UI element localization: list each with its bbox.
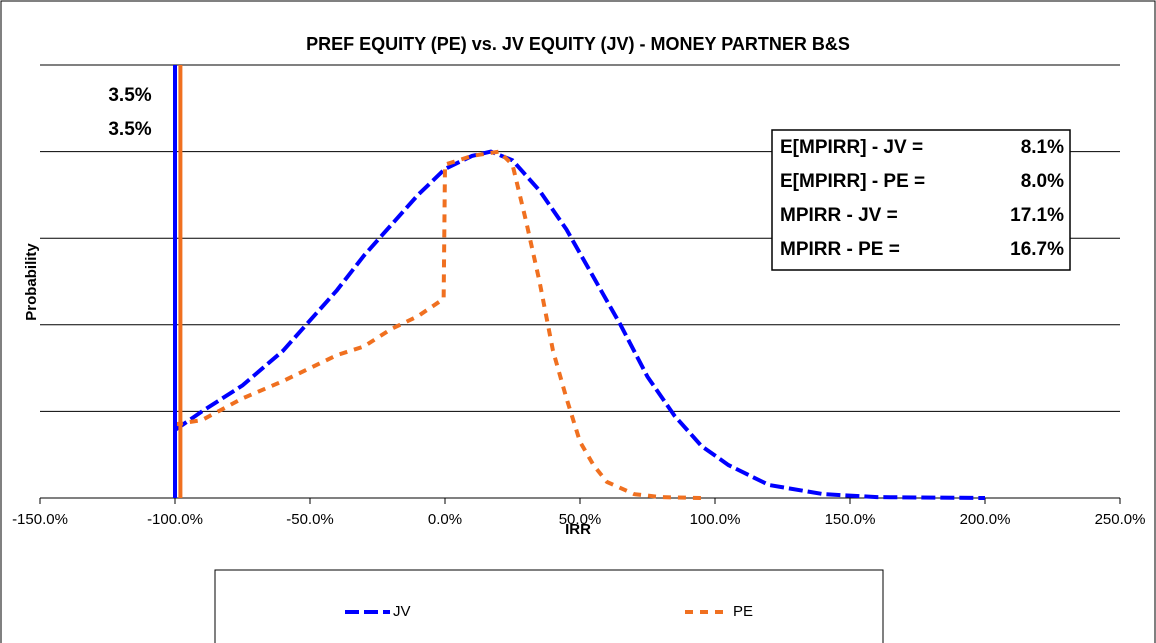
line-series	[174, 149, 702, 500]
stats-label: E[MPIRR] - JV =	[780, 137, 923, 158]
legend-box	[214, 569, 884, 643]
legend-label: JV	[393, 603, 411, 620]
line-series	[173, 149, 986, 500]
stats-label: MPIRR - JV =	[780, 205, 898, 226]
legend-label: PE	[733, 603, 753, 620]
x-tick-label: 250.0%	[1095, 511, 1146, 528]
stats-box	[771, 129, 1071, 271]
y-axis-label: Probability	[23, 243, 40, 321]
x-axis-label: IRR	[565, 521, 591, 538]
stats-value: 8.1%	[1021, 137, 1064, 158]
x-tick-label: 50.0%	[559, 511, 602, 528]
marker-label: 3.5%	[108, 119, 151, 140]
stats-value: 17.1%	[1010, 205, 1064, 226]
stats-label: E[MPIRR] - PE =	[780, 171, 925, 192]
x-tick-label: -100.0%	[147, 511, 203, 528]
stats-value: 16.7%	[1010, 239, 1064, 260]
stats-label: MPIRR - PE =	[780, 239, 900, 260]
stats-value: 8.0%	[1021, 171, 1064, 192]
x-tick-label: 100.0%	[690, 511, 741, 528]
chart-title: PREF EQUITY (PE) vs. JV EQUITY (JV) - MO…	[306, 34, 850, 54]
x-tick-label: 150.0%	[825, 511, 876, 528]
x-tick-label: -150.0%	[12, 511, 68, 528]
marker-label: 3.5%	[108, 85, 151, 106]
x-tick-label: 200.0%	[960, 511, 1011, 528]
x-tick-label: -50.0%	[286, 511, 334, 528]
x-tick-label: 0.0%	[428, 511, 462, 528]
